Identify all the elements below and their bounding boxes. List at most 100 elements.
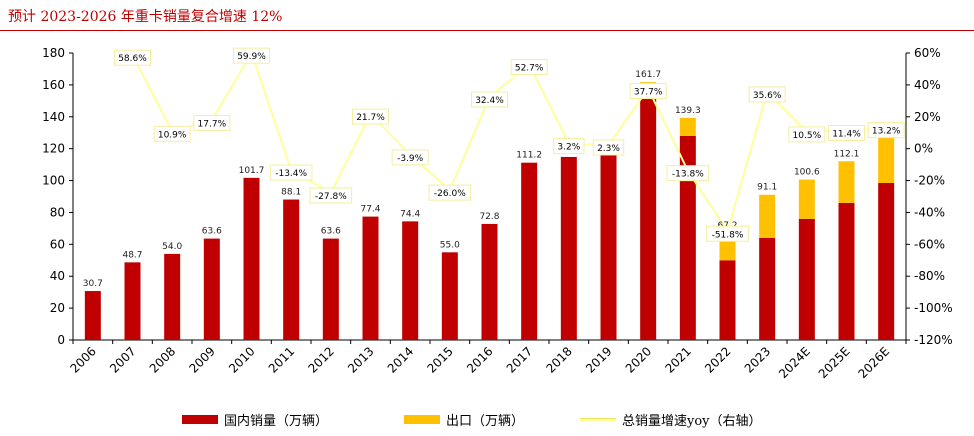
bar-domestic-2021 [679, 135, 696, 340]
y-tick-label: 20 [50, 301, 65, 315]
y2-tick-label: -20% [914, 174, 945, 188]
total-label-2008: 54.0 [162, 242, 182, 252]
x-tick-label: 2025E [816, 344, 853, 381]
total-label-2011: 88.1 [281, 188, 301, 198]
yoy-label-text: 35.6% [753, 91, 782, 101]
yoy-label-box [666, 165, 710, 182]
yoy-label-text: 3.2% [557, 143, 580, 153]
yoy-label-2024E: 10.5% [788, 126, 826, 143]
x-tick-label: 2022 [702, 344, 733, 375]
yoy-label-box [748, 86, 786, 103]
yoy-label-text: -27.8% [315, 192, 347, 202]
yoy-label-box [153, 125, 191, 142]
bar-domestic-2008 [164, 253, 181, 340]
x-tick-label: 2024E [776, 344, 813, 381]
yoy-label-2015: -26.0% [428, 184, 472, 201]
yoy-label-2019: 2.3% [592, 139, 625, 156]
y2-tick-label: -100% [914, 301, 953, 315]
total-label-2006: 30.7 [83, 279, 103, 289]
yoy-label-text: -26.0% [434, 189, 466, 199]
yoy-line [131, 50, 887, 234]
bar-domestic-2011 [283, 199, 300, 340]
bars [84, 82, 895, 340]
yoy-label-text: 11.4% [832, 129, 861, 139]
bar-domestic-2017 [521, 162, 538, 340]
yoy-label-box [867, 122, 905, 139]
bar-domestic-2016 [481, 223, 498, 340]
yoy-label-2018: 3.2% [553, 138, 585, 155]
yoy-label-text: 10.9% [158, 130, 187, 140]
yoy-label-text: 58.6% [118, 54, 147, 64]
yoy-label-box [352, 108, 389, 125]
yoy-label-box [828, 124, 865, 141]
bar-export-2024E [798, 179, 815, 219]
yoy-label-2022: -51.8% [706, 225, 749, 242]
yoy-label-box [788, 126, 826, 143]
bar-domestic-2012 [322, 238, 339, 340]
bar-domestic-2020 [640, 94, 657, 340]
yoy-label-box [269, 164, 313, 181]
yoy-label-text: -13.8% [672, 170, 704, 180]
yoy-label-2011: -13.4% [269, 164, 313, 181]
bar-domestic-2015 [441, 252, 458, 340]
yoy-label-2013: 21.7% [352, 108, 389, 125]
yoy-label-box [391, 149, 429, 166]
yoy-label-text: 52.7% [515, 64, 544, 74]
x-tick-label: 2013 [345, 344, 376, 375]
y-tick-label: 60 [50, 237, 65, 251]
x-tick-label: 2016 [464, 344, 495, 375]
bar-line-chart: 0 20 40 60 80 100 120 140 160 180 -120% -100% -80% -6… [42, 46, 953, 381]
yoy-label-text: -13.4% [275, 169, 307, 179]
yoy-label-text: 32.4% [475, 96, 504, 106]
yoy-label-text: 13.2% [872, 127, 901, 137]
yoy-label-box [309, 187, 353, 204]
yoy-label-text: 37.7% [634, 88, 663, 98]
yoy-label-box [471, 91, 508, 108]
yoy-label-box [114, 49, 151, 66]
bar-export-2025E [838, 161, 855, 203]
y-tick-label: 160 [42, 78, 65, 92]
yoy-label-text: 21.7% [356, 113, 385, 123]
yoy-label-2010: 59.9% [233, 47, 270, 64]
yoy-label-2008: 10.9% [153, 125, 191, 142]
bar-export-2021 [679, 117, 696, 136]
y-tick-label: 100 [42, 174, 65, 188]
bar-export-2026E [878, 137, 895, 183]
bar-domestic-2007 [124, 262, 141, 340]
legend-export-label: 出口（万辆） [446, 414, 525, 429]
yoy-label-2021: -13.8% [666, 165, 710, 182]
y-tick-label: 180 [42, 46, 65, 60]
total-label-2020: 161.7 [635, 70, 661, 80]
legend-domestic-label: 国内销量（万辆） [224, 414, 329, 429]
yoy-label-text: -3.9% [397, 154, 424, 164]
total-label-2017: 111.2 [516, 151, 542, 161]
x-tick-label: 2026E [855, 344, 892, 381]
bar-export-2023 [759, 194, 776, 238]
x-tick-label: 2009 [186, 344, 217, 375]
x-tick-label: 2007 [107, 344, 138, 375]
yoy-label-2020: 37.7% [629, 83, 667, 100]
total-label-2007: 48.7 [122, 250, 142, 260]
total-label-2015: 55.0 [440, 240, 460, 250]
bar-domestic-2010 [243, 177, 260, 340]
y-tick-label: 120 [42, 142, 65, 156]
y2-tick-label: -80% [914, 269, 945, 283]
bar-domestic-2025E [838, 202, 855, 340]
bar-domestic-2023 [759, 237, 776, 340]
total-label-2016: 72.8 [479, 212, 499, 222]
yoy-label-box [510, 59, 548, 76]
x-tick-label: 2017 [504, 344, 535, 375]
y-tick-label: 140 [42, 110, 65, 124]
y2-tick-label: 20% [914, 110, 941, 124]
bar-domestic-2019 [600, 152, 617, 340]
y-tick-label: 0 [57, 333, 65, 347]
legend-domestic: 国内销量（万辆） [182, 410, 328, 429]
total-label-2021: 139.3 [675, 106, 701, 116]
total-label-2023: 91.1 [757, 183, 777, 193]
y2-tick-label: 0% [914, 142, 933, 156]
y-tick-label: 40 [50, 269, 65, 283]
bar-domestic-2024E [798, 218, 815, 340]
title-rule [0, 30, 974, 31]
yoy-label-text: -51.8% [712, 230, 744, 240]
x-tick-label: 2020 [623, 344, 654, 375]
